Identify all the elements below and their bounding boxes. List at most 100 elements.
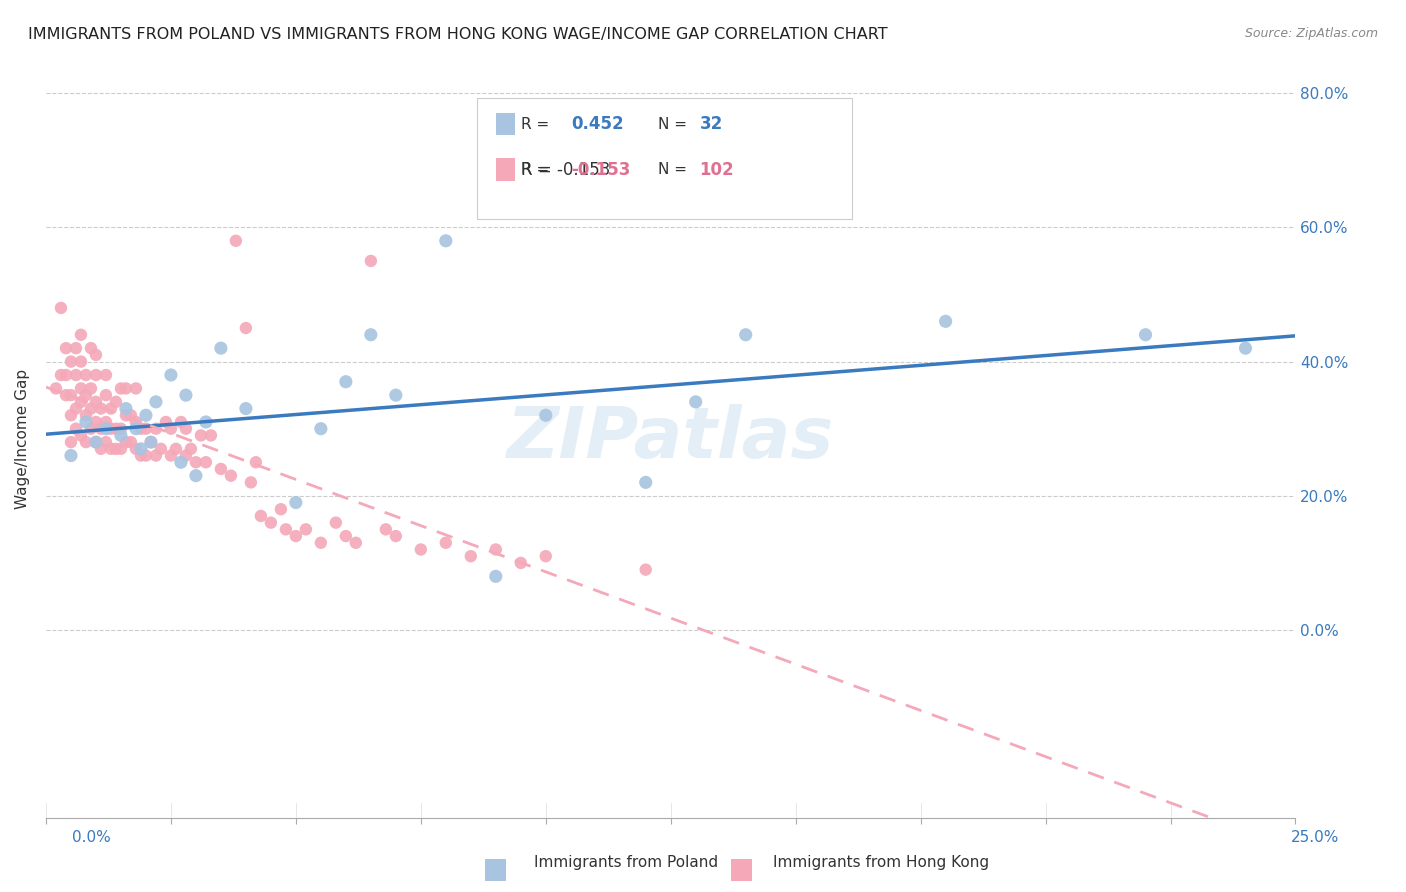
Point	[360, 254, 382, 268]
Point	[190, 428, 212, 442]
Point	[84, 415, 107, 429]
Point	[149, 442, 172, 456]
Point	[325, 516, 347, 530]
Point	[174, 388, 197, 402]
Point	[1135, 327, 1157, 342]
Point	[170, 455, 193, 469]
Text: R =: R =	[520, 162, 548, 177]
Point	[49, 368, 72, 382]
Point	[90, 442, 112, 456]
Text: IMMIGRANTS FROM POLAND VS IMMIGRANTS FROM HONG KONG WAGE/INCOME GAP CORRELATION : IMMIGRANTS FROM POLAND VS IMMIGRANTS FRO…	[28, 27, 887, 42]
Point	[70, 395, 93, 409]
Point	[274, 522, 297, 536]
Point	[84, 395, 107, 409]
Point	[174, 449, 197, 463]
Point	[59, 435, 82, 450]
Point	[80, 341, 103, 355]
Point	[935, 314, 957, 328]
Point	[509, 556, 531, 570]
Text: N =: N =	[658, 162, 688, 177]
Point	[94, 415, 117, 429]
Point	[360, 327, 382, 342]
Point	[460, 549, 482, 564]
Point	[94, 388, 117, 402]
Point	[110, 428, 132, 442]
Text: 0.0%: 0.0%	[72, 830, 111, 845]
Point	[65, 422, 87, 436]
Point	[409, 542, 432, 557]
Point	[65, 341, 87, 355]
Point	[84, 435, 107, 450]
Point	[135, 449, 157, 463]
Text: Immigrants from Poland: Immigrants from Poland	[534, 855, 718, 870]
Point	[250, 508, 273, 523]
Point	[385, 388, 408, 402]
Point	[94, 435, 117, 450]
Point	[104, 422, 127, 436]
Point	[94, 368, 117, 382]
Point	[125, 415, 148, 429]
Point	[139, 435, 162, 450]
Point	[65, 401, 87, 416]
Text: 25.0%: 25.0%	[1291, 830, 1339, 845]
Point	[284, 529, 307, 543]
Point	[145, 449, 167, 463]
Point	[685, 395, 707, 409]
Point	[170, 415, 193, 429]
Point	[65, 368, 87, 382]
Point	[115, 381, 138, 395]
Point	[129, 422, 152, 436]
Point	[115, 409, 138, 423]
Point	[70, 428, 93, 442]
Point	[194, 455, 217, 469]
Text: 102: 102	[699, 161, 734, 178]
Point	[284, 495, 307, 509]
Point	[110, 442, 132, 456]
Point	[309, 422, 332, 436]
Point	[485, 542, 508, 557]
Bar	[496, 158, 515, 181]
Point	[49, 301, 72, 315]
Point	[335, 375, 357, 389]
Point	[104, 442, 127, 456]
Point	[75, 388, 97, 402]
Point	[80, 422, 103, 436]
Text: R =: R =	[520, 117, 548, 131]
Point	[120, 409, 142, 423]
Point	[125, 381, 148, 395]
Point	[90, 401, 112, 416]
Point	[209, 462, 232, 476]
Point	[245, 455, 267, 469]
Point	[135, 409, 157, 423]
Point	[374, 522, 396, 536]
Point	[100, 422, 122, 436]
Point	[70, 327, 93, 342]
Point	[534, 549, 557, 564]
Point	[45, 381, 67, 395]
FancyBboxPatch shape	[477, 97, 852, 219]
Point	[70, 381, 93, 395]
Text: 32: 32	[699, 115, 723, 133]
Point	[200, 428, 222, 442]
Point	[434, 535, 457, 549]
Point	[174, 422, 197, 436]
Point	[94, 422, 117, 436]
Bar	[496, 112, 515, 136]
Point	[84, 348, 107, 362]
Point	[59, 354, 82, 368]
Text: R = -0.153: R = -0.153	[520, 161, 610, 178]
Text: ZIPatlas: ZIPatlas	[508, 404, 834, 474]
Point	[135, 422, 157, 436]
Point	[70, 354, 93, 368]
Point	[115, 401, 138, 416]
Point	[145, 422, 167, 436]
Point	[59, 409, 82, 423]
Point	[59, 449, 82, 463]
Point	[184, 468, 207, 483]
Text: Source: ZipAtlas.com: Source: ZipAtlas.com	[1244, 27, 1378, 40]
Point	[129, 449, 152, 463]
Point	[485, 569, 508, 583]
Point	[75, 415, 97, 429]
Point	[115, 435, 138, 450]
Point	[59, 388, 82, 402]
